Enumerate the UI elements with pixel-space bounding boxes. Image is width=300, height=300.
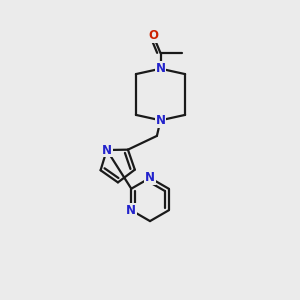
Text: N: N xyxy=(126,204,136,217)
Text: N: N xyxy=(155,62,166,75)
Text: O: O xyxy=(148,28,158,42)
Text: N: N xyxy=(155,114,166,127)
Text: N: N xyxy=(145,171,155,184)
Text: N: N xyxy=(102,143,112,157)
